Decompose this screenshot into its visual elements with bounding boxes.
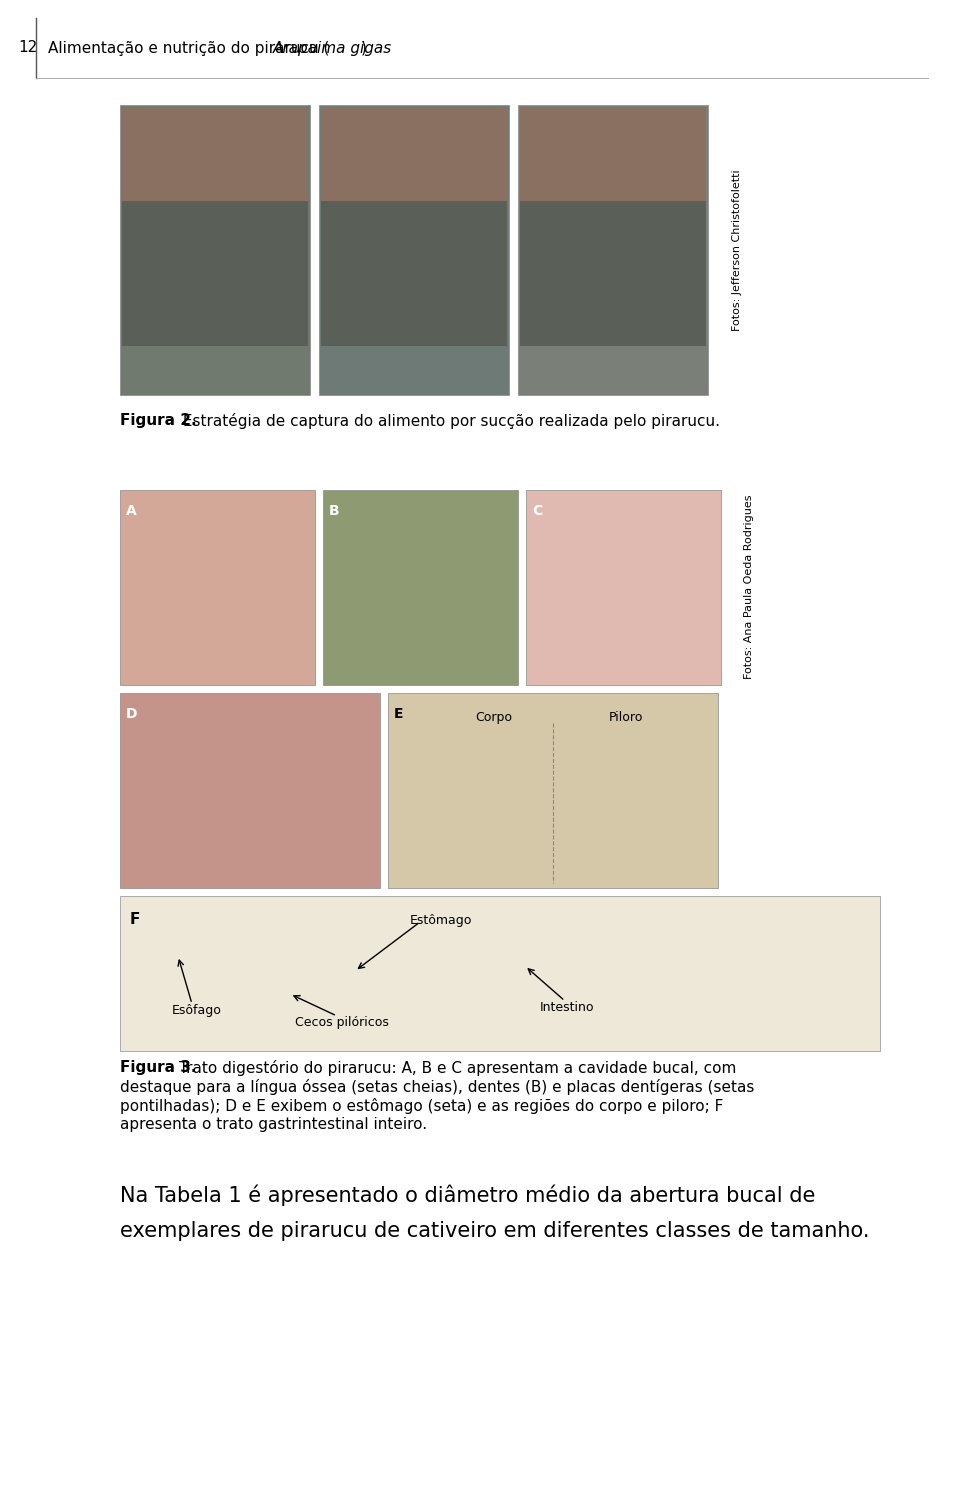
Bar (122, 107, 308, 204)
Text: Fotos: Ana Paula Oeda Rodrigues: Fotos: Ana Paula Oeda Rodrigues (744, 495, 754, 679)
Bar (120, 106, 310, 395)
Text: B: B (329, 504, 340, 519)
Text: exemplares de pirarucu de cativeiro em diferentes classes de tamanho.: exemplares de pirarucu de cativeiro em d… (120, 1221, 870, 1241)
Text: Fotos: Jefferson Christofoletti: Fotos: Jefferson Christofoletti (732, 169, 742, 331)
Bar (520, 107, 706, 204)
Text: Figura 3.: Figura 3. (120, 1060, 197, 1074)
Bar (321, 107, 507, 204)
Bar (388, 692, 718, 889)
Text: ): ) (361, 40, 367, 55)
Bar (120, 896, 880, 1051)
Bar (120, 692, 380, 889)
Text: Arapaima gigas: Arapaima gigas (273, 40, 393, 55)
Text: Esôfago: Esôfago (172, 1005, 222, 1016)
Text: Intestino: Intestino (540, 1002, 594, 1013)
Text: Corpo: Corpo (475, 710, 512, 724)
Text: pontilhadas); D e E exibem o estômago (seta) e as regiões do corpo e piloro; F: pontilhadas); D e E exibem o estômago (s… (120, 1098, 724, 1114)
Bar (120, 490, 315, 685)
Bar (319, 106, 509, 395)
Text: F: F (130, 912, 140, 927)
Bar (323, 490, 518, 685)
Text: Figura 2.: Figura 2. (120, 413, 197, 428)
Bar (321, 201, 507, 346)
Text: destaque para a língua óssea (setas cheias), dentes (B) e placas dentígeras (set: destaque para a língua óssea (setas chei… (120, 1079, 755, 1095)
Bar (520, 201, 706, 346)
Text: Piloro: Piloro (609, 710, 643, 724)
Text: Estratégia de captura do alimento por sucção realizada pelo pirarucu.: Estratégia de captura do alimento por su… (178, 413, 720, 429)
Text: A: A (126, 504, 136, 519)
Text: Na Tabela 1 é apresentado o diâmetro médio da abertura bucal de: Na Tabela 1 é apresentado o diâmetro méd… (120, 1184, 815, 1207)
Bar (518, 106, 708, 395)
Text: C: C (532, 504, 542, 519)
Text: 12: 12 (18, 40, 37, 55)
Text: E: E (394, 707, 403, 721)
Bar (526, 490, 721, 685)
Text: Cecos pilóricos: Cecos pilóricos (295, 1016, 389, 1028)
Text: D: D (126, 707, 137, 721)
Text: Trato digestório do pirarucu: A, B e C apresentam a cavidade bucal, com: Trato digestório do pirarucu: A, B e C a… (179, 1060, 736, 1076)
Text: Alimentação e nutrição do pirarucu (: Alimentação e nutrição do pirarucu ( (48, 40, 329, 55)
Bar (122, 201, 308, 346)
Text: Estômago: Estômago (410, 914, 472, 927)
Text: apresenta o trato gastrintestinal inteiro.: apresenta o trato gastrintestinal inteir… (120, 1117, 427, 1132)
